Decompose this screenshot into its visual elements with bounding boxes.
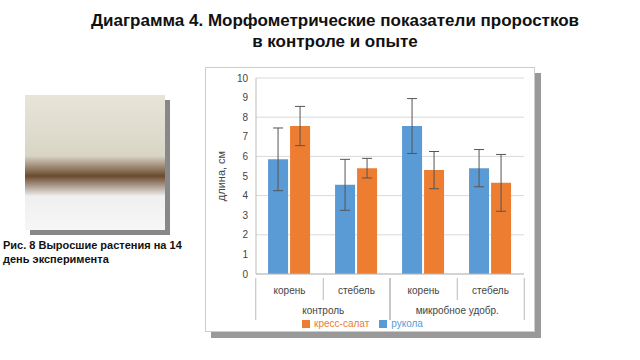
svg-text:микробное удобр.: микробное удобр. [416, 305, 499, 316]
html-text:кресс-салат: кресс-салат [314, 318, 370, 329]
svg-text:8: 8 [242, 112, 248, 123]
svg-text:6: 6 [242, 151, 248, 162]
svg-text:стебель: стебель [338, 285, 375, 296]
svg-text:3: 3 [242, 210, 248, 221]
svg-text:2: 2 [242, 229, 248, 240]
svg-text:10: 10 [237, 73, 249, 84]
html-text:рукола: рукола [391, 318, 423, 329]
svg-text:0: 0 [242, 269, 248, 280]
svg-text:9: 9 [242, 92, 248, 103]
svg-text:1: 1 [242, 249, 248, 260]
html-text:Диаграмма 4. Морфометрические: Диаграмма 4. Морфометрические показатели… [91, 11, 579, 51]
svg-text:корень: корень [274, 285, 306, 296]
svg-text:5: 5 [242, 171, 248, 182]
svg-text:длина, см: длина, см [215, 151, 227, 201]
svg-text:корень: корень [408, 285, 440, 296]
svg-text:стебель: стебель [472, 285, 509, 296]
svg-text:4: 4 [242, 190, 248, 201]
svg-text:7: 7 [242, 131, 248, 142]
html-text:Рис. 8 Выросшие растения на 14: Рис. 8 Выросшие растения на 14 день эксп… [3, 239, 182, 265]
svg-text:контроль: контроль [302, 305, 344, 316]
